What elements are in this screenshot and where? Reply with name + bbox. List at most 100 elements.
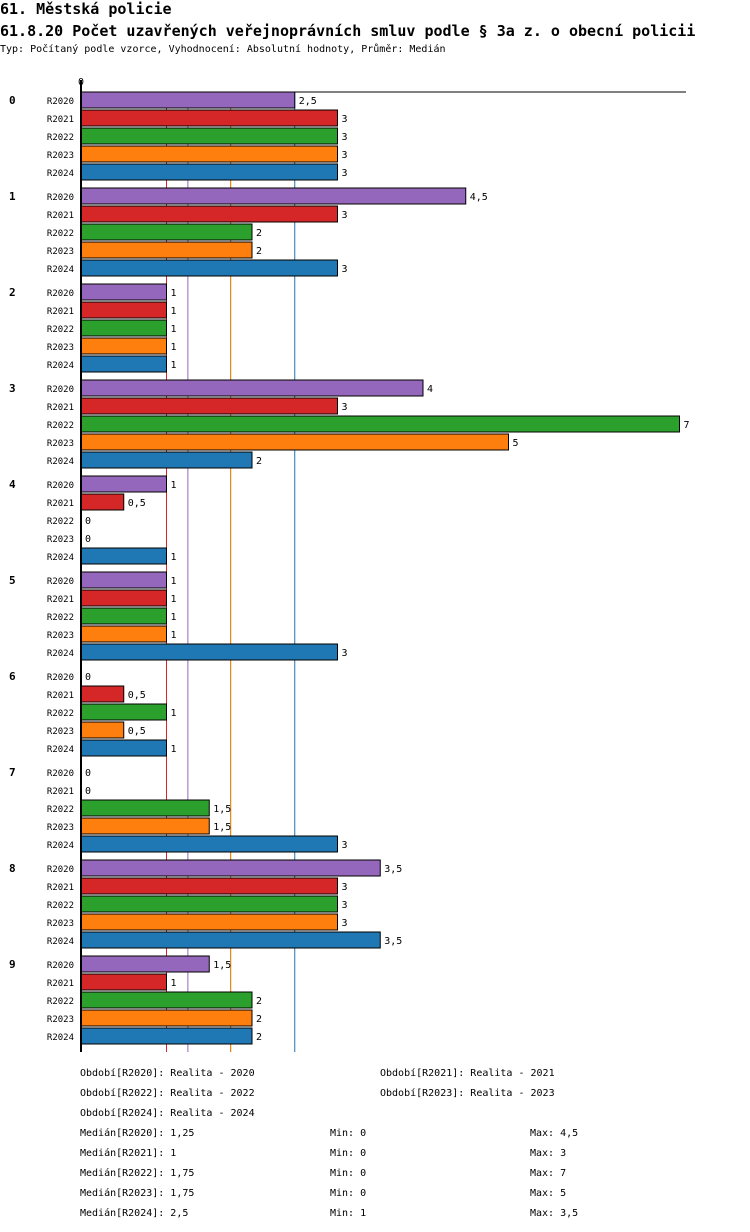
bar-value-label: 1,5 bbox=[213, 960, 231, 971]
series-label: R2023 bbox=[47, 823, 74, 833]
bar-r2024-6 bbox=[80, 739, 167, 757]
bar-value-label: 1 bbox=[171, 552, 177, 563]
bar-r2024-2 bbox=[80, 355, 167, 373]
series-label: R2020 bbox=[47, 961, 74, 971]
series-label: R2020 bbox=[47, 193, 74, 203]
bar-r2022-9 bbox=[80, 991, 253, 1009]
category-label-9: 9 bbox=[9, 958, 16, 971]
category-label-3: 3 bbox=[9, 382, 16, 395]
legend-period-1: Období[R2020]: Realita - 2020 bbox=[80, 1068, 255, 1079]
series-label: R2020 bbox=[47, 577, 74, 587]
bar-value-label: 0 bbox=[85, 672, 91, 683]
bar-value-label: 3 bbox=[342, 168, 348, 179]
bar-r2022-2 bbox=[80, 319, 167, 337]
category-label-5: 5 bbox=[9, 574, 16, 587]
series-label: R2020 bbox=[47, 865, 74, 875]
category-label-2: 2 bbox=[9, 286, 16, 299]
bar-r2024-7 bbox=[80, 835, 338, 853]
series-label: R2023 bbox=[47, 247, 74, 257]
bar-value-label: 0 bbox=[85, 534, 91, 545]
series-label: R2023 bbox=[47, 535, 74, 545]
bar-r2021-6 bbox=[80, 685, 125, 703]
bar-value-label: 2 bbox=[256, 456, 262, 467]
series-label: R2021 bbox=[47, 979, 74, 989]
bar-value-label: 3,5 bbox=[384, 864, 402, 875]
bar-r2021-5 bbox=[80, 589, 167, 607]
bar-r2024-1 bbox=[80, 259, 338, 277]
bar-chart: 0 0 R2020 2,5 R2021 3 R2022 3 R2023 3 R2024 3 1 R2020… bbox=[9, 77, 690, 1052]
series-label: R2023 bbox=[47, 439, 74, 449]
legend-max-2: Max: 3 bbox=[530, 1148, 567, 1159]
bar-value-label: 0 bbox=[85, 768, 91, 779]
bar-value-label: 3 bbox=[342, 882, 348, 893]
bar-r2023-1 bbox=[80, 241, 253, 259]
bar-value-label: 5 bbox=[513, 438, 519, 449]
legend-median-4: Medián[R2023]: 1,75 bbox=[80, 1188, 195, 1199]
bar-value-label: 2,5 bbox=[299, 96, 317, 107]
bar-value-label: 3 bbox=[342, 210, 348, 221]
bar-r2022-3 bbox=[80, 415, 680, 433]
legend-min-5: Min: 1 bbox=[330, 1208, 367, 1219]
series-label: R2024 bbox=[47, 553, 74, 563]
bar-value-label: 3 bbox=[342, 132, 348, 143]
bar-r2021-2 bbox=[80, 301, 167, 319]
series-label: R2021 bbox=[47, 403, 74, 413]
series-label: R2020 bbox=[47, 385, 74, 395]
bar-value-label: 1 bbox=[171, 744, 177, 755]
bar-value-label: 1 bbox=[171, 342, 177, 353]
bar-value-label: 1 bbox=[171, 594, 177, 605]
bar-value-label: 0,5 bbox=[128, 726, 146, 737]
series-label: R2021 bbox=[47, 211, 74, 221]
bar-r2021-1 bbox=[80, 205, 338, 223]
bar-value-label: 1 bbox=[171, 708, 177, 719]
bar-r2023-6 bbox=[80, 721, 125, 739]
bar-r2020-8 bbox=[80, 859, 381, 877]
series-label: R2024 bbox=[47, 169, 74, 179]
bar-r2021-4 bbox=[80, 493, 125, 511]
bar-r2023-0 bbox=[80, 145, 338, 163]
bar-r2022-0 bbox=[80, 127, 338, 145]
legend-min-3: Min: 0 bbox=[330, 1168, 367, 1179]
legend-min-4: Min: 0 bbox=[330, 1188, 367, 1199]
bar-value-label: 2 bbox=[256, 1032, 262, 1043]
bar-r2021-0 bbox=[80, 109, 338, 127]
chart-type-description: Typ: Počítaný podle vzorce, Vyhodnocení:… bbox=[0, 44, 446, 55]
series-label: R2021 bbox=[47, 883, 74, 893]
bar-r2021-3 bbox=[80, 397, 338, 415]
legend-max-1: Max: 4,5 bbox=[530, 1128, 579, 1139]
series-label: R2021 bbox=[47, 691, 74, 701]
bar-r2023-8 bbox=[80, 913, 338, 931]
bar-r2020-5 bbox=[80, 571, 167, 589]
section-title: 61. Městská policie bbox=[0, 0, 172, 18]
bar-value-label: 1,5 bbox=[213, 822, 231, 833]
series-label: R2024 bbox=[47, 265, 74, 275]
bar-r2020-1 bbox=[80, 187, 467, 205]
bar-r2022-5 bbox=[80, 607, 167, 625]
legend-min-1: Min: 0 bbox=[330, 1128, 367, 1139]
series-label: R2021 bbox=[47, 499, 74, 509]
bar-value-label: 1 bbox=[171, 576, 177, 587]
series-label: R2023 bbox=[47, 151, 74, 161]
bar-value-label: 1 bbox=[171, 612, 177, 623]
category-label-1: 1 bbox=[9, 190, 16, 203]
bar-r2024-3 bbox=[80, 451, 253, 469]
chart-title: 61.8.20 Počet uzavřených veřejnoprávních… bbox=[0, 22, 696, 40]
bar-r2023-9 bbox=[80, 1009, 253, 1027]
legend-median-5: Medián[R2024]: 2,5 bbox=[80, 1208, 189, 1219]
series-label: R2023 bbox=[47, 727, 74, 737]
series-label: R2020 bbox=[47, 97, 74, 107]
series-label: R2023 bbox=[47, 343, 74, 353]
bar-r2021-9 bbox=[80, 973, 167, 991]
category-label-4: 4 bbox=[9, 478, 16, 491]
bar-r2022-1 bbox=[80, 223, 253, 241]
bar-r2020-9 bbox=[80, 955, 210, 973]
series-label: R2024 bbox=[47, 745, 74, 755]
bar-value-label: 3 bbox=[342, 114, 348, 125]
bar-value-label: 3 bbox=[342, 840, 348, 851]
series-label: R2024 bbox=[47, 1033, 74, 1043]
bar-r2024-8 bbox=[80, 931, 381, 949]
bar-value-label: 3 bbox=[342, 150, 348, 161]
bar-value-label: 3 bbox=[342, 918, 348, 929]
legend-median-1: Medián[R2020]: 1,25 bbox=[80, 1128, 195, 1139]
series-label: R2021 bbox=[47, 307, 74, 317]
